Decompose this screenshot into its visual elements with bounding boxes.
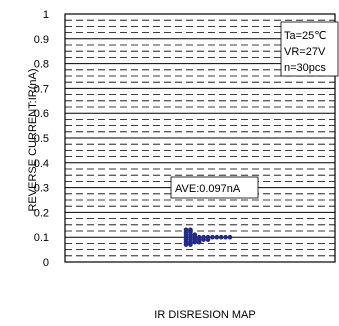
- data-point: [227, 234, 233, 240]
- condition-temperature: Ta=25℃: [284, 30, 327, 42]
- data-points: [183, 227, 233, 247]
- average-box-frame: [170, 176, 259, 199]
- data-point: [188, 242, 193, 247]
- y-tick-label: 1: [43, 9, 49, 21]
- data-point: [192, 239, 198, 245]
- y-tick-label: 0.2: [34, 207, 49, 219]
- y-tick-label: 0.8: [34, 59, 49, 71]
- y-tick-label: 0.1: [34, 232, 49, 244]
- conditions-box-frame: [280, 21, 339, 77]
- data-point: [223, 234, 228, 240]
- y-tick-label: 0.3: [34, 183, 49, 195]
- data-point: [183, 242, 189, 247]
- data-point: [205, 237, 211, 242]
- y-tick-label: 0: [43, 257, 49, 269]
- y-tick-label: 0.7: [34, 83, 49, 95]
- y-tick-label: 0.4: [34, 158, 49, 170]
- condition-sample-count: n=30pcs: [284, 62, 326, 74]
- data-point: [218, 234, 224, 240]
- y-tick-label: 0.9: [34, 34, 49, 46]
- y-tick-labels: 0 0.1 0.2 0.3 0.4 0.5 0.6 0.7 0.8 0.9 1: [34, 9, 49, 269]
- y-tick-label: 0.5: [34, 133, 49, 145]
- average-label: AVE:0.097nA: [175, 183, 241, 195]
- y-axis-title: REVERSE CURRENT:IR(nA): [27, 68, 39, 211]
- y-tick-label: 0.6: [34, 108, 49, 120]
- average-box: AVE:0.097nA: [170, 176, 259, 199]
- data-point: [201, 237, 206, 242]
- plot-frame: [64, 13, 336, 263]
- conditions-box: Ta=25℃ VR=27V n=30pcs: [280, 21, 339, 77]
- condition-voltage: VR=27V: [284, 46, 326, 58]
- data-point: [214, 234, 220, 240]
- data-point: [210, 234, 215, 240]
- x-axis-title: IR DISRESION MAP: [154, 309, 255, 321]
- data-point: [196, 239, 202, 245]
